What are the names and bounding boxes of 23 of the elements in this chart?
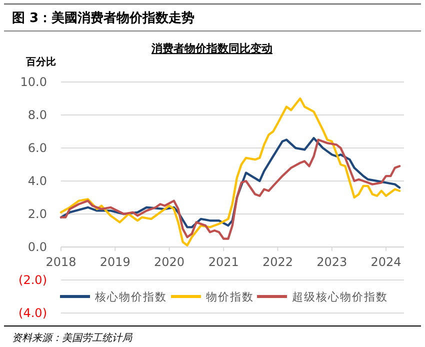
x-tick-label: 2020	[154, 255, 185, 269]
legend-label: 超级核心物价指数	[292, 290, 388, 304]
y-tick-label: 8.0	[28, 108, 47, 122]
y-tick-label: 6.0	[28, 141, 47, 155]
y-tick-label: 0.0	[28, 240, 47, 254]
text: 资料来源：美国劳工统计局	[12, 332, 133, 344]
line-series	[60, 97, 401, 246]
chart-subtitle: 消费者物价指数同比变动	[150, 42, 272, 55]
x-tick-label: 2022	[262, 255, 294, 269]
y-tick-label: 4.0	[28, 174, 47, 188]
x-tick-label: 2019	[100, 255, 130, 269]
y-tick-label: (4.0)	[18, 306, 47, 320]
x-tick-label: 2024	[370, 255, 402, 269]
y-tick-label: 2.0	[28, 207, 47, 221]
legend-label: 物价指数	[206, 290, 254, 304]
x-tick-label: 2021	[208, 255, 239, 269]
y-tick-label: 10.0	[20, 75, 47, 89]
y-axis-title: 百分比	[25, 56, 56, 68]
chart-title: 图 3：美國消费者物价指数走势	[12, 10, 195, 26]
y-tick-label: (2.0)	[18, 273, 47, 287]
x-tick-label: 2018	[46, 255, 76, 269]
x-tick-label: 2023	[316, 255, 348, 269]
legend-label: 核心物价指数	[94, 290, 167, 304]
